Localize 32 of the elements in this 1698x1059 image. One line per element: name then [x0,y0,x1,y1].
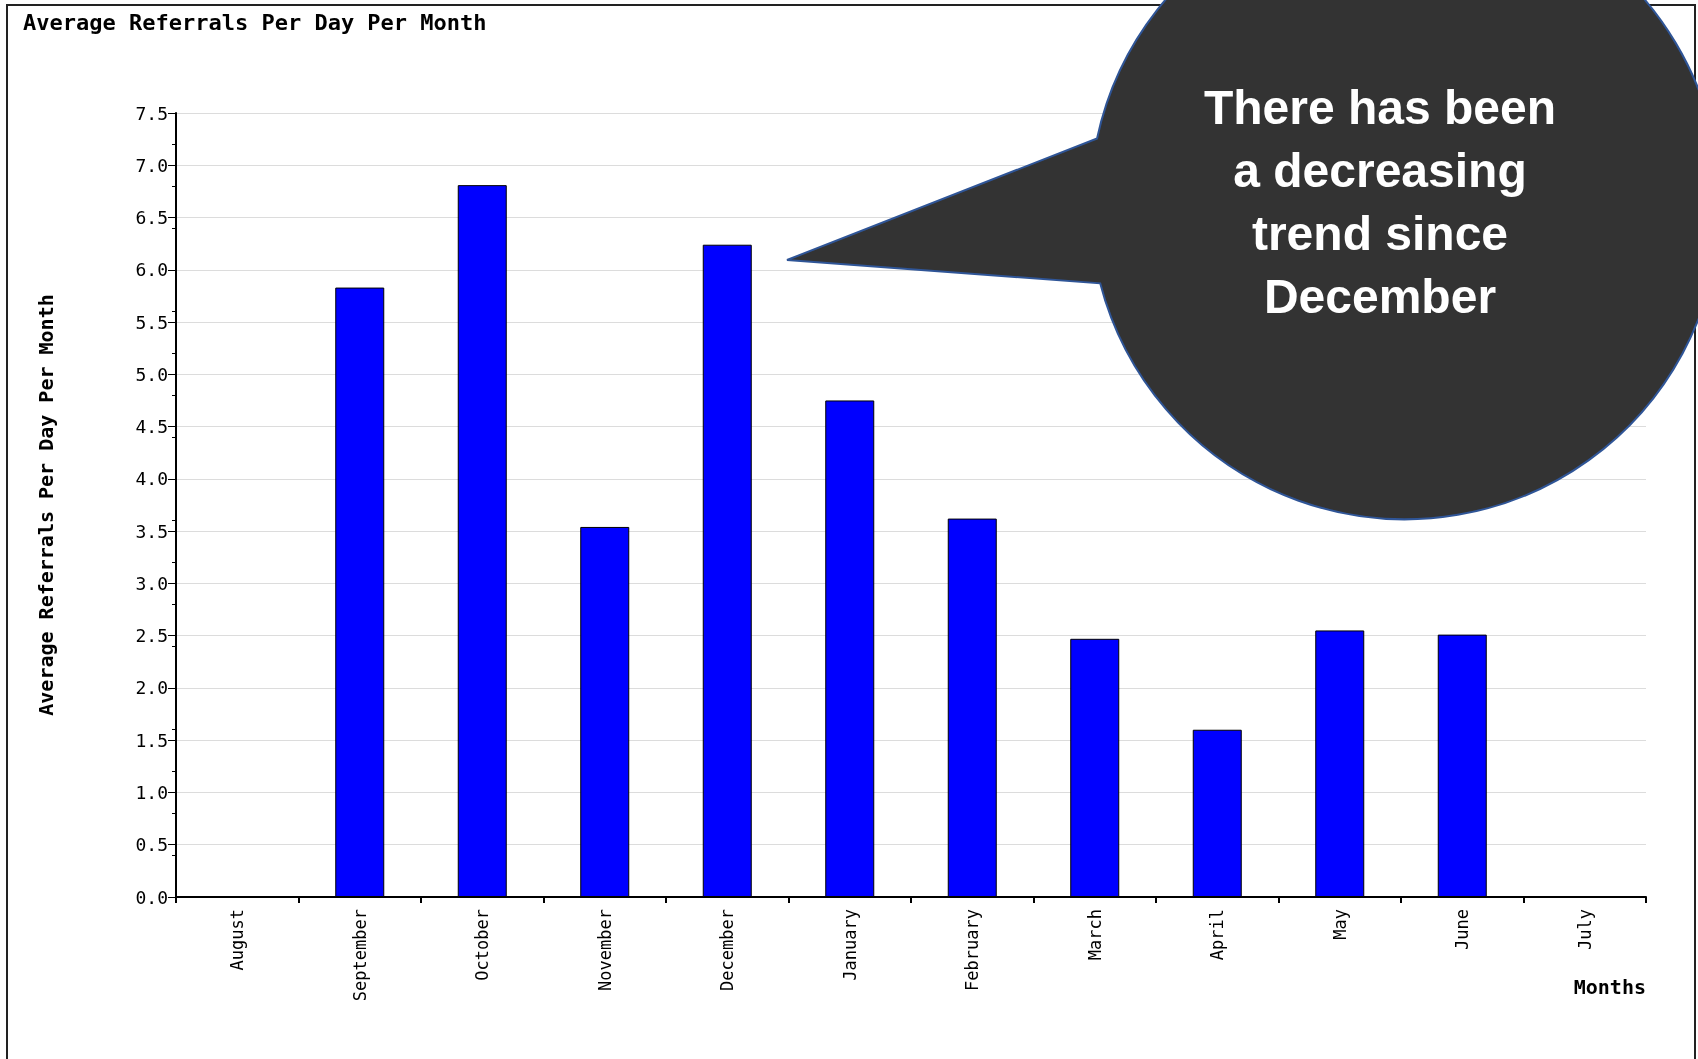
y-tick-label: 5.5 [135,311,168,333]
x-tick-label: February [962,909,983,991]
x-tick-label: May [1329,909,1350,940]
y-tick-label: 2.5 [135,625,168,647]
x-tick-label: October [472,909,493,981]
annotation: There has been a decreasing trend since December [1202,80,1558,325]
y-tick-label: 5.0 [135,363,168,385]
y-tick-label: 6.0 [135,259,168,281]
y-tick-label: 4.5 [135,416,168,438]
chart-title: Average Referrals Per Day Per Month [23,9,487,35]
x-tick-label: March [1084,909,1105,961]
y-tick-label: 0.0 [135,886,168,908]
x-tick-label: August [227,909,248,971]
y-tick-label: 3.5 [135,520,168,542]
y-tick-label: 2.0 [135,677,168,699]
y-tick-label: 7.5 [135,102,168,124]
y-tick-label: 0.5 [135,834,168,856]
y-tick-label: 6.5 [135,207,168,229]
y-axis-title: Average Referrals Per Day Per Month [34,294,58,716]
y-tick-label: 7.0 [135,154,168,176]
x-tick-label: April [1207,909,1228,961]
x-tick-label: September [349,909,370,1002]
y-tick-label: 1.0 [135,781,168,803]
y-tick-label: 3.0 [135,572,168,594]
y-tick-label: 1.5 [135,729,168,751]
x-tick-label: November [594,909,615,991]
x-tick-label: December [717,909,738,991]
x-tick-label: July [1574,909,1595,950]
x-tick-label: June [1452,909,1473,950]
x-tick-label: January [839,909,860,981]
x-axis-title: Months [1573,975,1646,999]
y-tick-label: 4.0 [135,468,168,490]
